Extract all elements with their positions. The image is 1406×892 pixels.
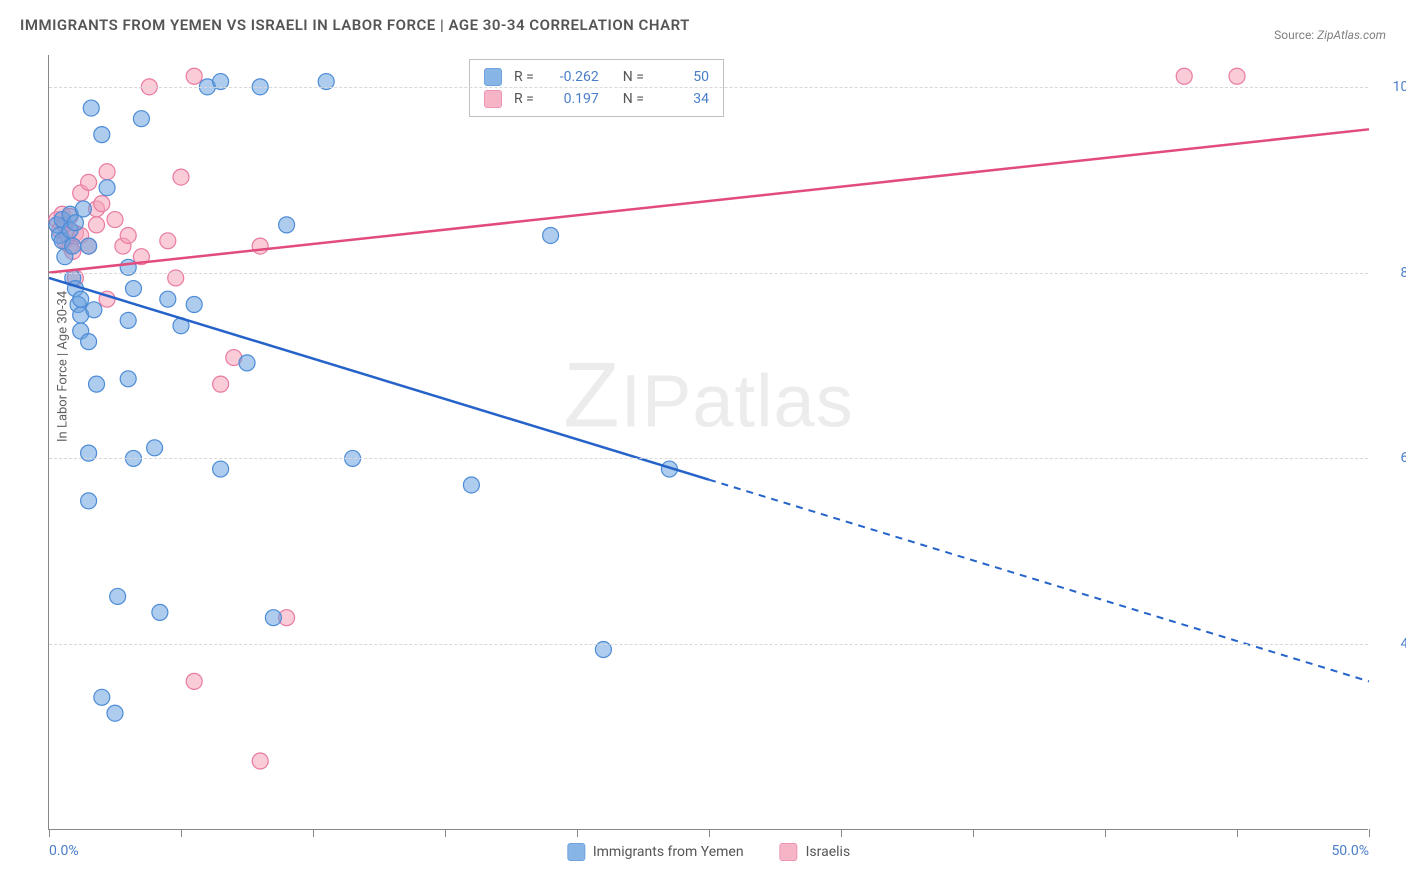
scatter-point bbox=[186, 68, 202, 84]
scatter-point bbox=[152, 604, 168, 620]
scatter-point bbox=[89, 217, 105, 233]
source-value: ZipAtlas.com bbox=[1317, 28, 1386, 42]
gridline-h bbox=[49, 644, 1368, 645]
scatter-point bbox=[107, 212, 123, 228]
scatter-point bbox=[94, 127, 110, 143]
scatter-point bbox=[120, 371, 136, 387]
scatter-point bbox=[73, 291, 89, 307]
scatter-point bbox=[120, 227, 136, 243]
x-tick bbox=[1369, 829, 1370, 837]
gridline-h bbox=[49, 273, 1368, 274]
scatter-point bbox=[186, 673, 202, 689]
legend-label-1: Immigrants from Yemen bbox=[593, 844, 744, 860]
legend-label-2: Israelis bbox=[806, 844, 851, 860]
x-tick bbox=[49, 829, 50, 837]
scatter-point bbox=[147, 440, 163, 456]
scatter-point bbox=[120, 312, 136, 328]
scatter-point bbox=[81, 334, 97, 350]
trend-line bbox=[49, 129, 1369, 272]
scatter-point bbox=[75, 201, 91, 217]
scatter-point bbox=[125, 281, 141, 297]
scatter-point bbox=[99, 180, 115, 196]
y-tick-label: 100.0% bbox=[1378, 79, 1406, 95]
scatter-point bbox=[86, 302, 102, 318]
scatter-point bbox=[81, 238, 97, 254]
scatter-point bbox=[279, 217, 295, 233]
scatter-point bbox=[89, 376, 105, 392]
scatter-point bbox=[186, 296, 202, 312]
scatter-point bbox=[81, 493, 97, 509]
x-tick bbox=[709, 829, 710, 837]
x-tick bbox=[445, 829, 446, 837]
scatter-point bbox=[543, 227, 559, 243]
x-tick bbox=[973, 829, 974, 837]
x-tick-label: 0.0% bbox=[49, 843, 79, 859]
legend-item-1: Immigrants from Yemen bbox=[567, 843, 744, 861]
y-tick-label: 47.5% bbox=[1378, 636, 1406, 652]
scatter-point bbox=[213, 461, 229, 477]
y-tick-label: 65.0% bbox=[1378, 450, 1406, 466]
legend-item-2: Israelis bbox=[780, 843, 851, 861]
x-tick bbox=[841, 829, 842, 837]
x-tick bbox=[1237, 829, 1238, 837]
scatter-point bbox=[173, 169, 189, 185]
scatter-point bbox=[133, 111, 149, 127]
chart-title: IMMIGRANTS FROM YEMEN VS ISRAELI IN LABO… bbox=[20, 16, 690, 34]
scatter-point bbox=[213, 376, 229, 392]
swatch-legend-2 bbox=[780, 843, 798, 861]
gridline-h bbox=[49, 87, 1368, 88]
x-tick-label: 50.0% bbox=[1331, 843, 1369, 859]
scatter-point bbox=[265, 610, 281, 626]
source-label: Source: bbox=[1274, 28, 1314, 42]
scatter-point bbox=[1176, 68, 1192, 84]
plot-area: In Labor Force | Age 30-34 ZIPatlas R = … bbox=[48, 55, 1368, 830]
scatter-point bbox=[107, 705, 123, 721]
scatter-point bbox=[1229, 68, 1245, 84]
series-legend: Immigrants from Yemen Israelis bbox=[567, 843, 850, 861]
scatter-point bbox=[99, 164, 115, 180]
scatter-point bbox=[94, 196, 110, 212]
scatter-point bbox=[65, 238, 81, 254]
scatter-point bbox=[94, 689, 110, 705]
plot-svg bbox=[49, 55, 1368, 829]
gridline-h bbox=[49, 458, 1368, 459]
x-tick bbox=[1105, 829, 1106, 837]
y-tick-label: 82.5% bbox=[1378, 265, 1406, 281]
scatter-point bbox=[239, 355, 255, 371]
x-tick bbox=[181, 829, 182, 837]
trend-line-extension bbox=[709, 480, 1369, 682]
scatter-point bbox=[252, 238, 268, 254]
swatch-legend-1 bbox=[567, 843, 585, 861]
scatter-point bbox=[252, 753, 268, 769]
scatter-point bbox=[81, 174, 97, 190]
scatter-point bbox=[463, 477, 479, 493]
scatter-point bbox=[110, 588, 126, 604]
scatter-point bbox=[83, 100, 99, 116]
x-tick bbox=[577, 829, 578, 837]
x-tick bbox=[313, 829, 314, 837]
source-attribution: Source: ZipAtlas.com bbox=[1274, 28, 1386, 42]
scatter-point bbox=[160, 233, 176, 249]
scatter-point bbox=[160, 291, 176, 307]
